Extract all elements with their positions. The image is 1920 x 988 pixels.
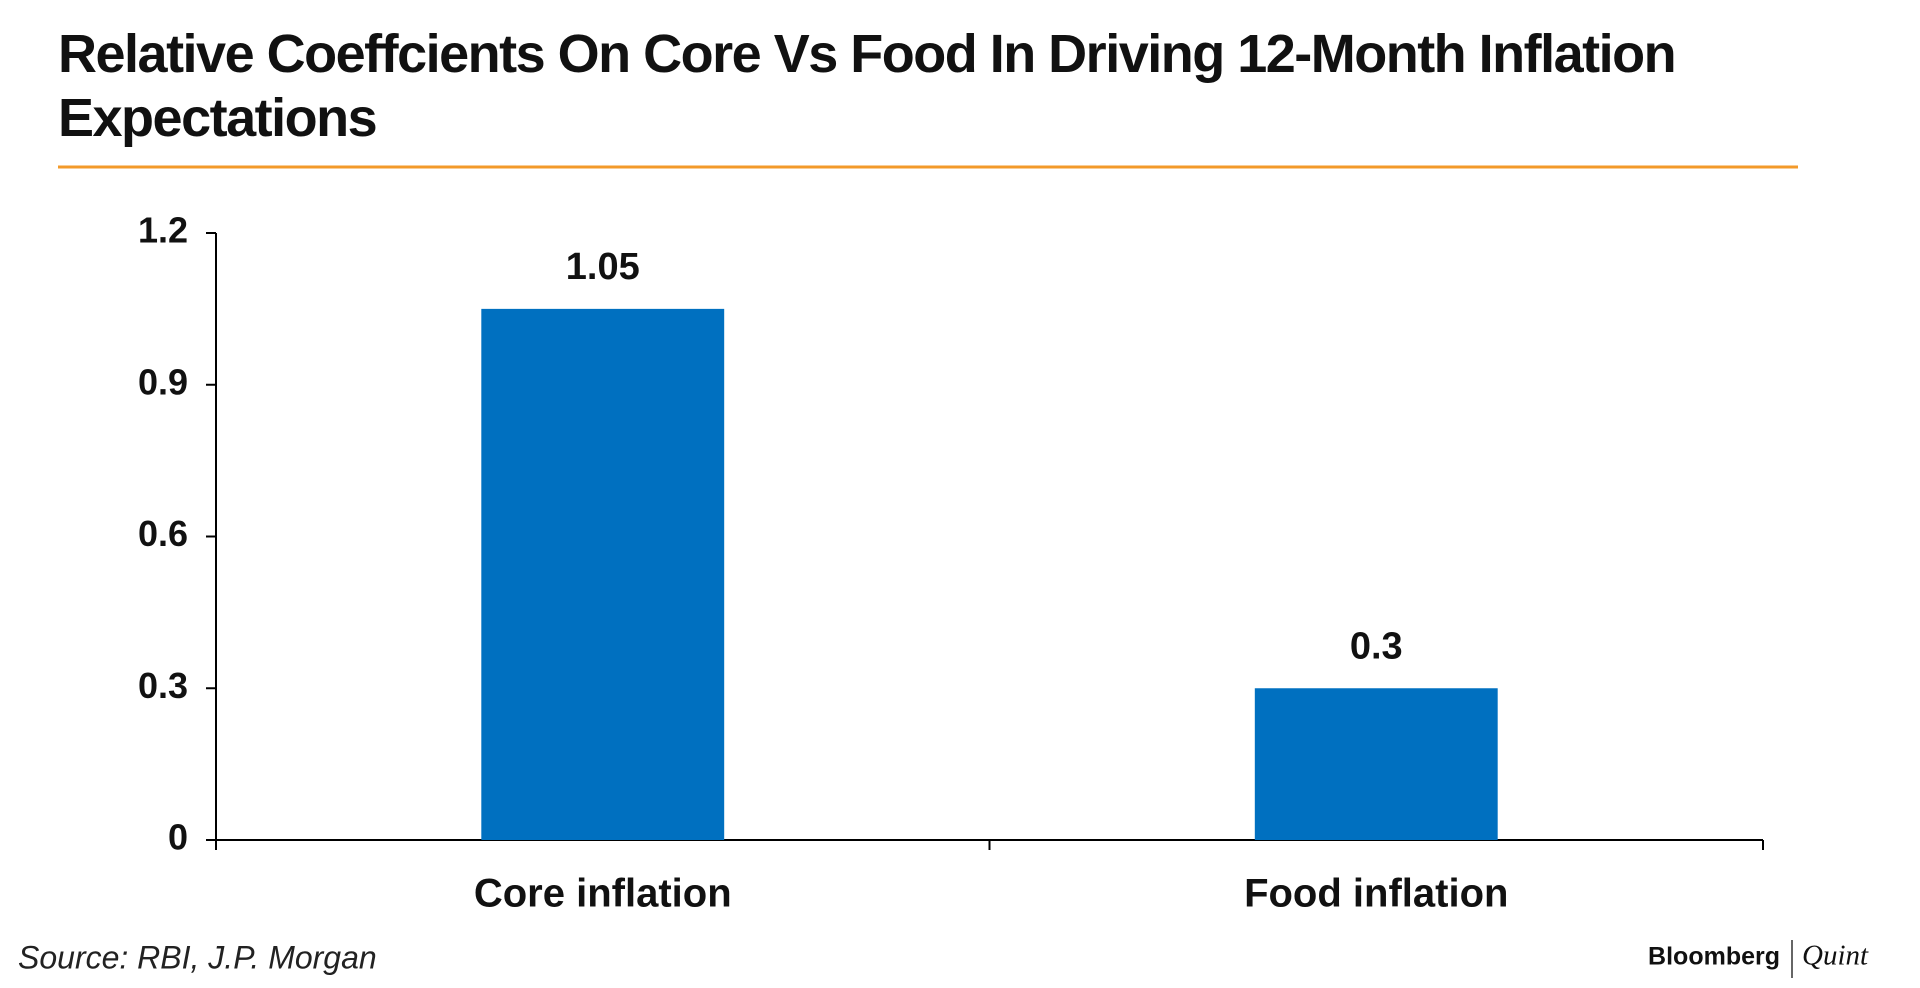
x-tick-label: Core inflation xyxy=(474,872,732,916)
y-tick-label: 0.6 xyxy=(138,513,188,554)
bar xyxy=(481,308,725,840)
value-label: 0.3 xyxy=(1350,625,1403,667)
y-tick-label: 0 xyxy=(168,817,188,858)
brand-name: Quint xyxy=(1802,940,1869,972)
bar xyxy=(1254,688,1498,840)
x-tick-label: Food inflation xyxy=(1244,872,1508,916)
brand-name: Bloomberg xyxy=(1648,943,1780,971)
y-tick-label: 1.2 xyxy=(138,210,188,251)
value-label: 1.05 xyxy=(566,246,640,288)
y-tick-label: 0.3 xyxy=(138,665,188,706)
source: Source: RBI, J.P. Morgan xyxy=(18,939,377,975)
chart-title: Relative Coeffcients On Core Vs Food In … xyxy=(58,24,1677,148)
y-tick-label: 0.9 xyxy=(138,361,188,402)
